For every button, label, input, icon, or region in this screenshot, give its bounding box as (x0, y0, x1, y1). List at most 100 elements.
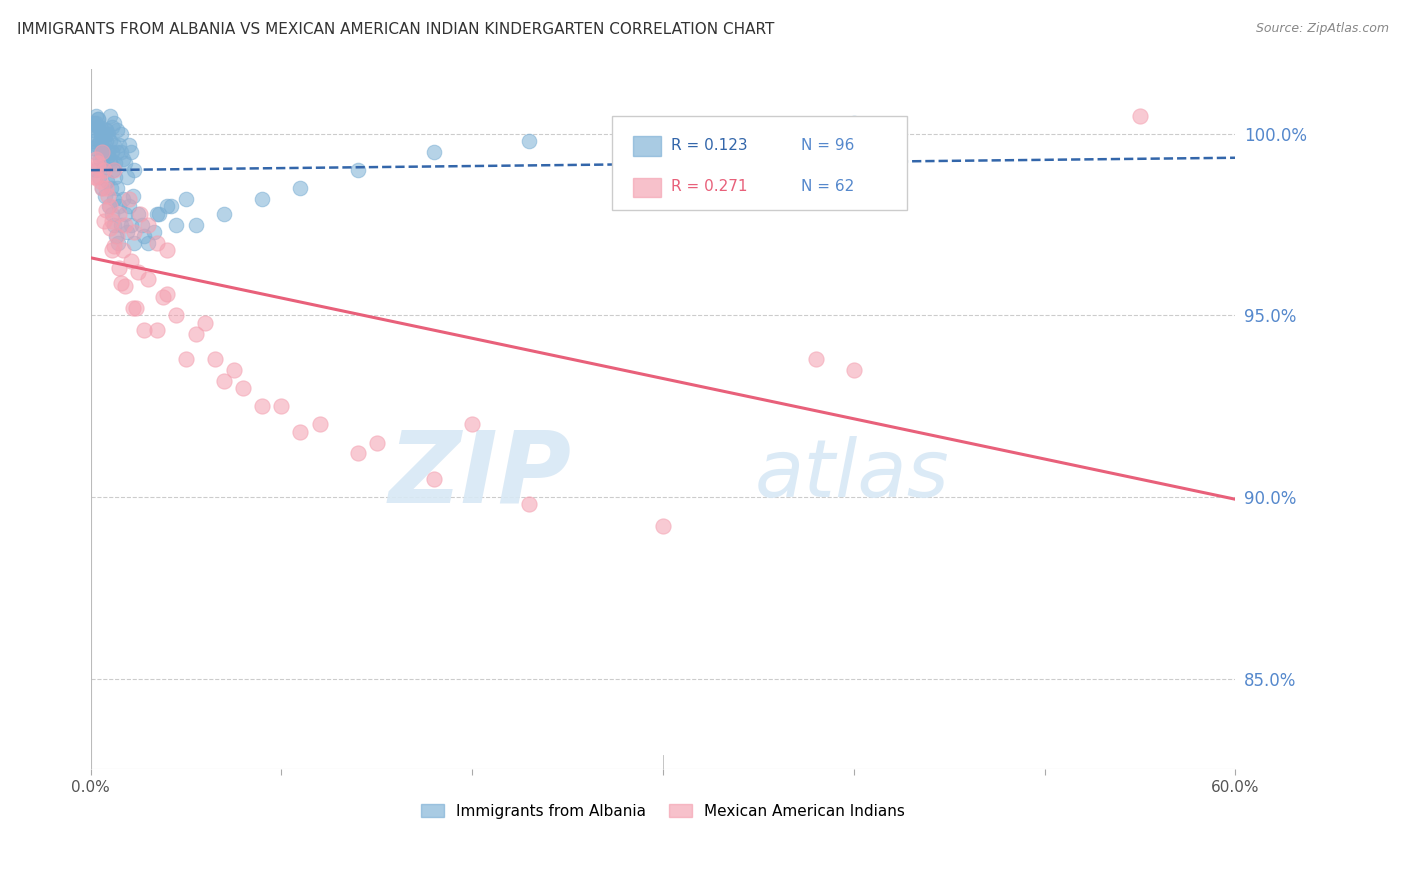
Point (108, 200, 131, 214)
Point (98, 221, 121, 235)
Point (118, 137, 141, 152)
Point (83, 170, 105, 185)
Point (108, 261, 131, 276)
Point (94, 203, 117, 218)
Point (146, 207, 169, 221)
Point (159, 200, 181, 214)
Text: atlas: atlas (755, 436, 949, 514)
Point (83, 130, 105, 145)
Point (98, 153, 121, 167)
Point (87, 156, 110, 170)
Text: ZIP: ZIP (388, 426, 571, 524)
Point (127, 207, 149, 221)
Text: R = 0.271: R = 0.271 (671, 179, 747, 194)
Point (148, 207, 170, 221)
Point (87, 112, 110, 127)
Point (86, 116, 108, 130)
Point (108, 137, 131, 152)
Point (82, 123, 104, 137)
Point (804, 351, 827, 366)
Point (103, 163, 125, 178)
Point (290, 425, 312, 439)
Point (91, 130, 114, 145)
Point (100, 145, 122, 159)
Point (156, 200, 179, 214)
Point (86, 163, 108, 178)
Point (184, 218, 207, 232)
Text: R = 0.123: R = 0.123 (671, 138, 747, 153)
Point (156, 243, 179, 257)
Point (91, 181, 114, 195)
Point (124, 163, 146, 178)
Point (84, 145, 107, 159)
Point (842, 363, 865, 377)
Point (91, 141, 114, 155)
Point (105, 123, 128, 137)
Point (252, 192, 274, 206)
Point (204, 351, 226, 366)
Point (124, 225, 146, 239)
Point (100, 214, 122, 228)
Point (91, 141, 114, 155)
Point (118, 192, 141, 206)
Text: IMMIGRANTS FROM ALBANIA VS MEXICAN AMERICAN INDIAN KINDERGARTEN CORRELATION CHAR: IMMIGRANTS FROM ALBANIA VS MEXICAN AMERI… (17, 22, 775, 37)
Point (652, 519, 675, 533)
Point (97, 149, 120, 163)
Point (115, 225, 138, 239)
Point (114, 207, 136, 221)
Point (104, 156, 127, 170)
Point (98, 156, 121, 170)
Point (114, 279, 136, 293)
Point (93, 127, 115, 141)
Point (519, 134, 541, 148)
Point (127, 265, 149, 279)
Point (97, 127, 120, 141)
Point (93, 160, 115, 174)
Point (89, 170, 111, 185)
Point (252, 399, 274, 413)
Point (103, 239, 125, 253)
Point (110, 218, 132, 232)
Point (101, 163, 124, 178)
Point (96, 174, 118, 188)
Point (112, 243, 135, 257)
Point (105, 145, 128, 159)
Point (110, 276, 132, 290)
Point (232, 381, 254, 395)
Point (652, 127, 675, 141)
Point (89, 120, 111, 134)
Point (118, 200, 141, 214)
Point (100, 120, 122, 134)
Point (94, 127, 117, 141)
Text: N = 96: N = 96 (801, 138, 855, 153)
Point (842, 116, 865, 130)
Point (87, 160, 110, 174)
Point (156, 286, 179, 301)
Text: N = 62: N = 62 (801, 179, 855, 194)
Point (120, 145, 142, 159)
Point (93, 163, 115, 178)
Point (94, 123, 117, 137)
Point (174, 351, 197, 366)
Point (142, 225, 165, 239)
Point (110, 127, 132, 141)
Point (103, 116, 125, 130)
Point (194, 316, 217, 330)
Point (112, 153, 135, 167)
Point (146, 323, 169, 337)
Point (136, 272, 159, 286)
Point (212, 207, 235, 221)
Point (86, 170, 108, 185)
Point (89, 174, 111, 188)
Point (100, 243, 122, 257)
Point (519, 497, 541, 511)
Point (97, 188, 120, 202)
Point (108, 207, 131, 221)
Point (131, 218, 153, 232)
Point (89, 153, 111, 167)
Point (107, 235, 129, 250)
Point (121, 301, 143, 315)
Point (366, 435, 388, 450)
Point (308, 417, 330, 432)
Point (166, 218, 188, 232)
